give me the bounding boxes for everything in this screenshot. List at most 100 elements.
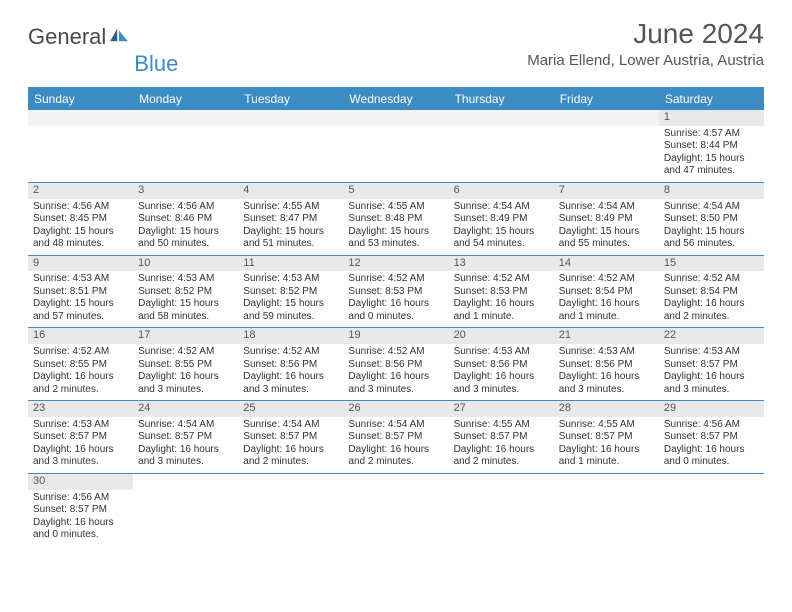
daylight-text: Daylight: 15 hours and 59 minutes.: [243, 298, 338, 323]
sunrise-text: Sunrise: 4:53 AM: [33, 419, 128, 432]
day-number: 11: [238, 256, 343, 272]
day-number: 13: [449, 256, 554, 272]
daylight-text: Daylight: 15 hours and 50 minutes.: [138, 226, 233, 251]
day-cell-26: 26Sunrise: 4:54 AMSunset: 8:57 PMDayligh…: [343, 401, 448, 474]
blank-cell: [449, 110, 554, 183]
day-cell-7: 7Sunrise: 4:54 AMSunset: 8:49 PMDaylight…: [554, 183, 659, 256]
day-cell-10: 10Sunrise: 4:53 AMSunset: 8:52 PMDayligh…: [133, 256, 238, 329]
blank-cell: [28, 110, 133, 183]
day-number: 16: [28, 328, 133, 344]
sunrise-text: Sunrise: 4:53 AM: [138, 273, 233, 286]
day-number: 4: [238, 183, 343, 199]
day-cell-13: 13Sunrise: 4:52 AMSunset: 8:53 PMDayligh…: [449, 256, 554, 329]
blank-cell: [343, 474, 448, 546]
calendar-grid: SundayMondayTuesdayWednesdayThursdayFrid…: [28, 87, 764, 546]
daylight-text: Daylight: 16 hours and 3 minutes.: [243, 371, 338, 396]
day-cell-17: 17Sunrise: 4:52 AMSunset: 8:55 PMDayligh…: [133, 328, 238, 401]
sunset-text: Sunset: 8:52 PM: [138, 286, 233, 299]
day-number: 15: [659, 256, 764, 272]
sunset-text: Sunset: 8:57 PM: [243, 431, 338, 444]
daylight-text: Daylight: 15 hours and 47 minutes.: [664, 153, 759, 178]
logo-sail-icon: [108, 27, 130, 43]
day-number: 29: [659, 401, 764, 417]
month-title: June 2024: [527, 18, 764, 50]
sunset-text: Sunset: 8:54 PM: [664, 286, 759, 299]
day-cell-1: 1Sunrise: 4:57 AMSunset: 8:44 PMDaylight…: [659, 110, 764, 183]
day-number: 27: [449, 401, 554, 417]
day-cell-29: 29Sunrise: 4:56 AMSunset: 8:57 PMDayligh…: [659, 401, 764, 474]
sunrise-text: Sunrise: 4:54 AM: [454, 201, 549, 214]
daylight-text: Daylight: 16 hours and 2 minutes.: [33, 371, 128, 396]
daylight-text: Daylight: 15 hours and 51 minutes.: [243, 226, 338, 251]
sunrise-text: Sunrise: 4:55 AM: [559, 419, 654, 432]
blank-daynum: [28, 110, 133, 126]
day-cell-5: 5Sunrise: 4:55 AMSunset: 8:48 PMDaylight…: [343, 183, 448, 256]
day-number: 30: [28, 474, 133, 490]
dayname-friday: Friday: [554, 88, 659, 110]
sunset-text: Sunset: 8:44 PM: [664, 140, 759, 153]
day-cell-27: 27Sunrise: 4:55 AMSunset: 8:57 PMDayligh…: [449, 401, 554, 474]
sunrise-text: Sunrise: 4:52 AM: [454, 273, 549, 286]
dayname-saturday: Saturday: [659, 88, 764, 110]
sunset-text: Sunset: 8:57 PM: [33, 504, 128, 517]
header-right: June 2024 Maria Ellend, Lower Austria, A…: [527, 18, 764, 69]
daylight-text: Daylight: 15 hours and 54 minutes.: [454, 226, 549, 251]
sunset-text: Sunset: 8:57 PM: [33, 431, 128, 444]
sunset-text: Sunset: 8:55 PM: [33, 359, 128, 372]
day-cell-30: 30 Sunrise: 4:56 AMSunset: 8:57 PMDayligh…: [28, 474, 133, 546]
sunrise-text: Sunrise: 4:52 AM: [138, 346, 233, 359]
daylight-text: Daylight: 15 hours and 53 minutes.: [348, 226, 443, 251]
daylight-text: Daylight: 16 hours and 0 minutes.: [33, 517, 128, 542]
day-cell-15: 15Sunrise: 4:52 AMSunset: 8:54 PMDayligh…: [659, 256, 764, 329]
blank-cell: [554, 474, 659, 546]
daylight-text: Daylight: 16 hours and 3 minutes.: [348, 371, 443, 396]
sunrise-text: Sunrise: 4:53 AM: [33, 273, 128, 286]
daylight-text: Daylight: 16 hours and 2 minutes.: [348, 444, 443, 469]
day-number: 8: [659, 183, 764, 199]
sunset-text: Sunset: 8:56 PM: [348, 359, 443, 372]
day-cell-19: 19Sunrise: 4:52 AMSunset: 8:56 PMDayligh…: [343, 328, 448, 401]
sunset-text: Sunset: 8:50 PM: [664, 213, 759, 226]
day-number: 1: [659, 110, 764, 126]
daylight-text: Daylight: 16 hours and 2 minutes.: [454, 444, 549, 469]
daylight-text: Daylight: 16 hours and 1 minute.: [454, 298, 549, 323]
day-cell-21: 21Sunrise: 4:53 AMSunset: 8:56 PMDayligh…: [554, 328, 659, 401]
day-number: 9: [28, 256, 133, 272]
dayname-tuesday: Tuesday: [238, 88, 343, 110]
logo-text-1: General: [28, 24, 106, 50]
sunrise-text: Sunrise: 4:54 AM: [138, 419, 233, 432]
daylight-text: Daylight: 16 hours and 1 minute.: [559, 298, 654, 323]
blank-cell: [449, 474, 554, 546]
day-number: 5: [343, 183, 448, 199]
day-cell-3: 3Sunrise: 4:56 AMSunset: 8:46 PMDaylight…: [133, 183, 238, 256]
sunrise-text: Sunrise: 4:52 AM: [348, 346, 443, 359]
sunset-text: Sunset: 8:51 PM: [33, 286, 128, 299]
daylight-text: Daylight: 16 hours and 3 minutes.: [138, 444, 233, 469]
sunset-text: Sunset: 8:55 PM: [138, 359, 233, 372]
daylight-text: Daylight: 15 hours and 48 minutes.: [33, 226, 128, 251]
day-number: 14: [554, 256, 659, 272]
sunrise-text: Sunrise: 4:52 AM: [348, 273, 443, 286]
blank-cell: [238, 110, 343, 183]
sunset-text: Sunset: 8:56 PM: [559, 359, 654, 372]
daylight-text: Daylight: 16 hours and 0 minutes.: [348, 298, 443, 323]
blank-cell: [343, 110, 448, 183]
sunrise-text: Sunrise: 4:54 AM: [559, 201, 654, 214]
sunset-text: Sunset: 8:56 PM: [454, 359, 549, 372]
calendar-page: General June 2024 Maria Ellend, Lower Au…: [0, 0, 792, 564]
daylight-text: Daylight: 16 hours and 3 minutes.: [559, 371, 654, 396]
blank-cell: [238, 474, 343, 546]
sunrise-text: Sunrise: 4:56 AM: [33, 492, 128, 505]
day-number: 25: [238, 401, 343, 417]
day-number: 7: [554, 183, 659, 199]
day-cell-14: 14Sunrise: 4:52 AMSunset: 8:54 PMDayligh…: [554, 256, 659, 329]
day-number: 28: [554, 401, 659, 417]
daylight-text: Daylight: 16 hours and 1 minute.: [559, 444, 654, 469]
blank-daynum: [554, 110, 659, 126]
dayname-sunday: Sunday: [28, 88, 133, 110]
day-number: 3: [133, 183, 238, 199]
daylight-text: Daylight: 16 hours and 3 minutes.: [454, 371, 549, 396]
day-cell-4: 4Sunrise: 4:55 AMSunset: 8:47 PMDaylight…: [238, 183, 343, 256]
day-number: 2: [28, 183, 133, 199]
sunset-text: Sunset: 8:57 PM: [138, 431, 233, 444]
